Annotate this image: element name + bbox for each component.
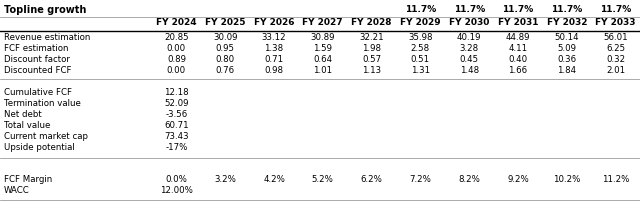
Text: 1.66: 1.66 [508,66,527,75]
Text: 0.71: 0.71 [264,55,284,64]
Text: 12.00%: 12.00% [160,186,193,195]
Text: 8.2%: 8.2% [458,175,480,184]
Text: FY 2030: FY 2030 [449,18,490,27]
Text: 11.7%: 11.7% [551,5,582,14]
Text: 0.45: 0.45 [460,55,479,64]
Text: 0.51: 0.51 [411,55,430,64]
Text: Termination value: Termination value [4,99,81,108]
Text: FCF estimation: FCF estimation [4,44,68,53]
Text: 0.0%: 0.0% [166,175,188,184]
Text: Topline growth: Topline growth [4,5,86,15]
Text: 0.40: 0.40 [508,55,527,64]
Text: 1.84: 1.84 [557,66,577,75]
Text: 11.7%: 11.7% [404,5,436,14]
Text: 1.01: 1.01 [313,66,332,75]
Text: FY 2026: FY 2026 [253,18,294,27]
Text: FY 2032: FY 2032 [547,18,587,27]
Text: 0.57: 0.57 [362,55,381,64]
Text: 0.89: 0.89 [167,55,186,64]
Text: 20.85: 20.85 [164,33,189,42]
Text: 0.32: 0.32 [606,55,625,64]
Text: 0.64: 0.64 [313,55,332,64]
Text: Upside potential: Upside potential [4,143,75,152]
Text: 4.11: 4.11 [508,44,527,53]
Text: 33.12: 33.12 [262,33,286,42]
Text: 1.31: 1.31 [411,66,430,75]
Text: 5.09: 5.09 [557,44,576,53]
Text: 0.36: 0.36 [557,55,577,64]
Text: FY 2033: FY 2033 [595,18,636,27]
Text: 1.98: 1.98 [362,44,381,53]
Text: 0.98: 0.98 [264,66,284,75]
Text: FY 2029: FY 2029 [400,18,441,27]
Text: 11.7%: 11.7% [600,5,631,14]
Text: 12.18: 12.18 [164,88,189,97]
Text: 2.58: 2.58 [411,44,430,53]
Text: 6.2%: 6.2% [361,175,383,184]
Text: FY 2027: FY 2027 [303,18,343,27]
Text: 11.7%: 11.7% [502,5,534,14]
Text: 40.19: 40.19 [457,33,481,42]
Text: 30.89: 30.89 [310,33,335,42]
Text: 11.2%: 11.2% [602,175,629,184]
Text: -3.56: -3.56 [165,110,188,119]
Text: 11.7%: 11.7% [454,5,485,14]
Text: 0.00: 0.00 [167,66,186,75]
Text: 0.95: 0.95 [216,44,235,53]
Text: 4.2%: 4.2% [263,175,285,184]
Text: Total value: Total value [4,121,51,130]
Text: 60.71: 60.71 [164,121,189,130]
Text: 1.13: 1.13 [362,66,381,75]
Text: 5.2%: 5.2% [312,175,333,184]
Text: Revenue estimation: Revenue estimation [4,33,90,42]
Text: 32.21: 32.21 [359,33,384,42]
Text: Net debt: Net debt [4,110,42,119]
Text: WACC: WACC [4,186,29,195]
Text: 3.2%: 3.2% [214,175,236,184]
Text: 2.01: 2.01 [606,66,625,75]
Text: 44.89: 44.89 [506,33,531,42]
Text: 10.2%: 10.2% [553,175,580,184]
Text: -17%: -17% [165,143,188,152]
Text: Current market cap: Current market cap [4,132,88,141]
Text: 7.2%: 7.2% [410,175,431,184]
Text: 6.25: 6.25 [606,44,625,53]
Text: 50.14: 50.14 [554,33,579,42]
Text: 9.2%: 9.2% [507,175,529,184]
Text: 1.59: 1.59 [314,44,332,53]
Text: 35.98: 35.98 [408,33,433,42]
Text: 30.09: 30.09 [213,33,237,42]
Text: 0.00: 0.00 [167,44,186,53]
Text: FY 2024: FY 2024 [156,18,196,27]
Text: 3.28: 3.28 [460,44,479,53]
Text: Discount factor: Discount factor [4,55,70,64]
Text: Cumulative FCF: Cumulative FCF [4,88,72,97]
Text: 1.38: 1.38 [264,44,284,53]
Text: 0.80: 0.80 [216,55,235,64]
Text: 56.01: 56.01 [604,33,628,42]
Text: 73.43: 73.43 [164,132,189,141]
Text: 0.76: 0.76 [216,66,235,75]
Text: FCF Margin: FCF Margin [4,175,52,184]
Text: Discounted FCF: Discounted FCF [4,66,72,75]
Text: 52.09: 52.09 [164,99,189,108]
Text: FY 2025: FY 2025 [205,18,246,27]
Text: 1.48: 1.48 [460,66,479,75]
Text: FY 2031: FY 2031 [498,18,538,27]
Text: FY 2028: FY 2028 [351,18,392,27]
